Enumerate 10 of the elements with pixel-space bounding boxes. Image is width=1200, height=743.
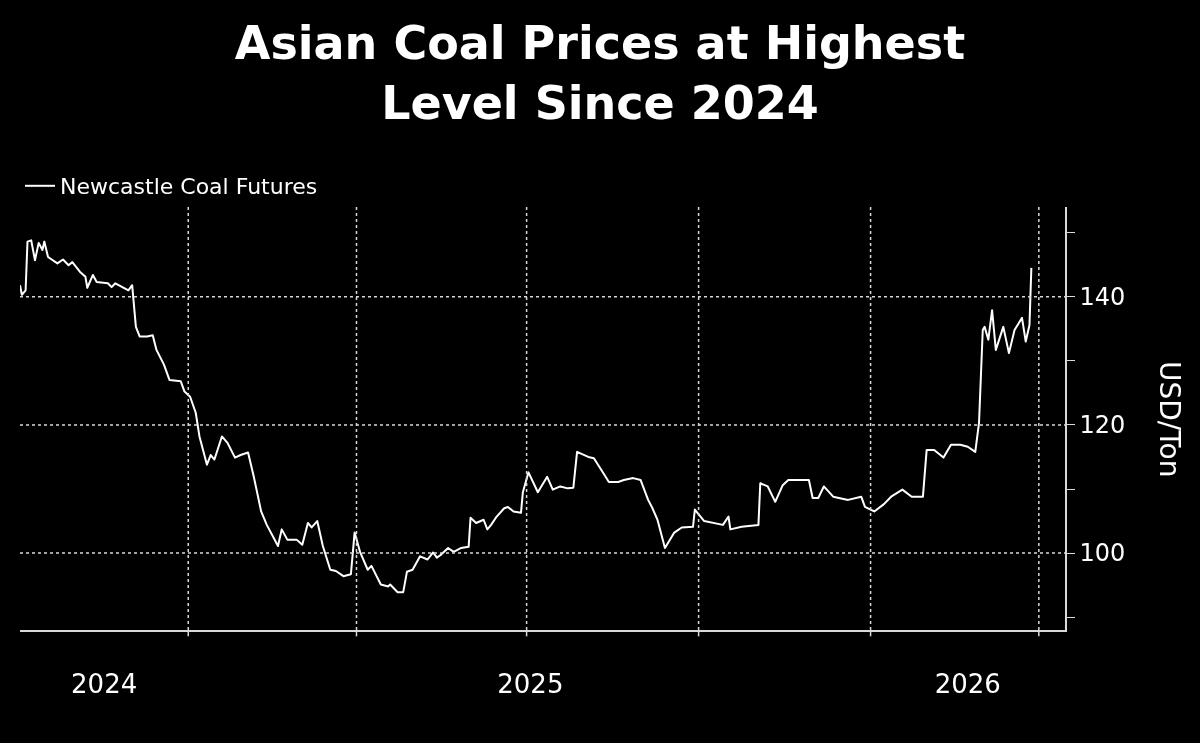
line-series [20,239,1033,594]
y-tick-label: 100 [1079,539,1126,568]
y-axis-title: USD/Ton [1153,361,1186,478]
x-tick-label: 2026 [934,668,1001,699]
x-tick-label: 2024 [71,668,138,699]
chart-title: Asian Coal Prices at Highest Level Since 2024 [234,16,966,131]
x-tick-label: 2025 [497,668,564,699]
legend-label: Newcastle Coal Futures [60,174,318,200]
y-tick-label: 120 [1079,411,1126,440]
y-tick-label: 140 [1079,283,1126,312]
